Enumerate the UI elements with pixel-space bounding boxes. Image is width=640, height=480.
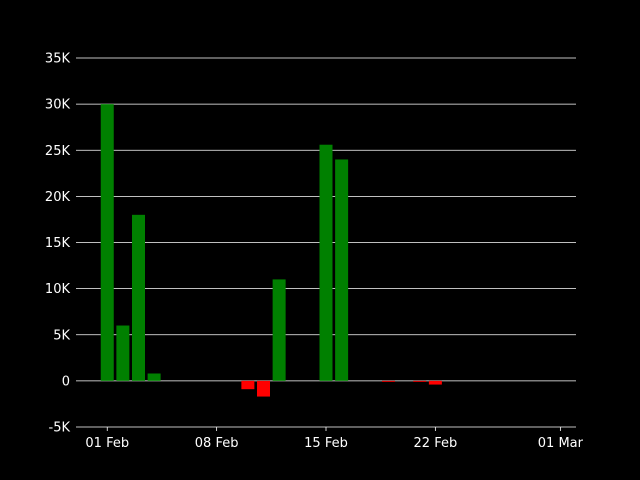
bar [382,380,395,382]
y-tick-label: 0 [62,374,70,389]
y-tick-label: 5K [53,328,70,343]
bar [257,380,270,397]
x-tick-label: 22 Feb [414,436,458,451]
x-tick-label: 01 Mar [538,436,584,451]
bar [413,380,427,382]
bar [319,144,333,381]
y-axis: -5K 0 5K 10K 15K 20K 25K 30K 35K [45,52,71,436]
bar [147,373,161,381]
x-tick-label: 08 Feb [195,436,239,451]
bar [241,380,255,390]
y-tick-label: 20K [45,190,71,205]
y-tick-label: 15K [45,236,71,251]
y-tick-label: 10K [45,282,71,297]
bar [116,325,130,381]
y-tick-label: 30K [45,98,71,113]
x-tick-label: 15 Feb [304,436,348,451]
y-tick-label: 25K [45,144,71,159]
y-tick-label: -5K [49,421,71,436]
bar [132,214,145,381]
bar [428,380,442,385]
x-tick-label: 01 Feb [85,436,129,451]
bar [100,104,114,381]
x-axis: 01 Feb 08 Feb 15 Feb 22 Feb 01 Mar [85,427,584,451]
bars [100,104,442,397]
bar [335,159,349,381]
y-tick-label: 35K [45,52,71,67]
bar [272,279,286,381]
